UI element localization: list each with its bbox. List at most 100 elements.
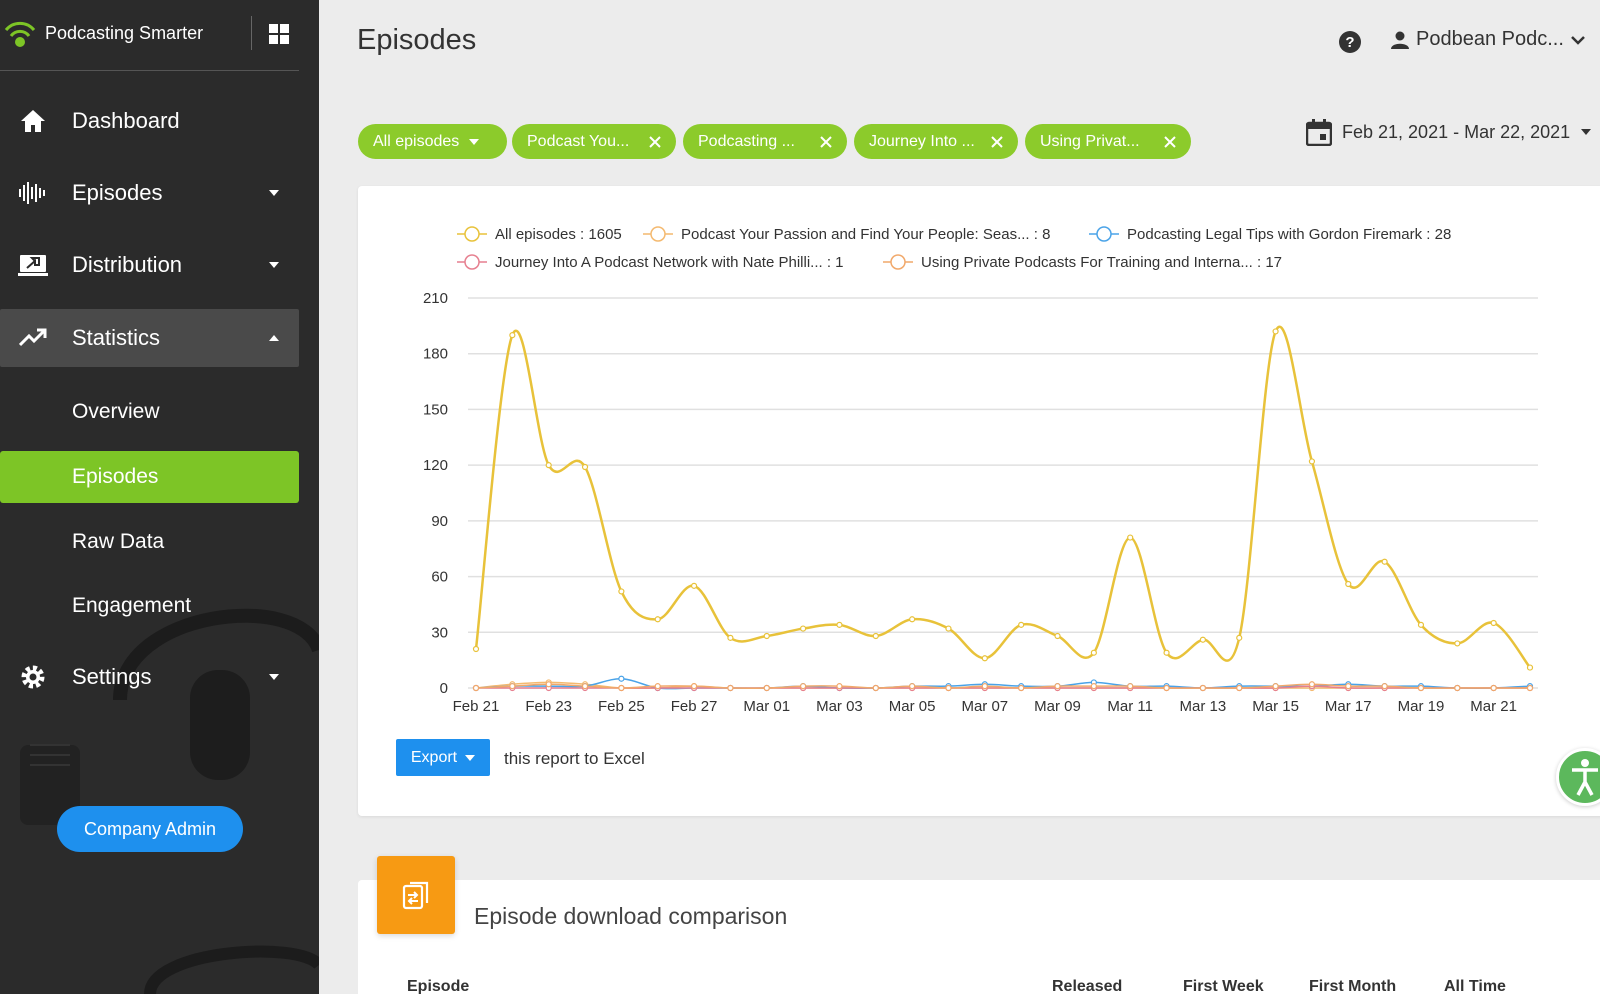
data-point — [1054, 632, 1061, 640]
filter-chip-label: Podcasting ... — [698, 132, 795, 150]
y-tick-label: 180 — [423, 346, 448, 363]
data-point — [690, 582, 698, 589]
sidebar-item-statistics[interactable]: Statistics — [0, 309, 299, 367]
export-button[interactable]: Export — [396, 739, 490, 776]
x-tick-label: Feb 23 — [525, 698, 572, 715]
page-title: Episodes — [357, 24, 477, 56]
data-point — [1272, 328, 1279, 335]
data-point — [836, 683, 843, 690]
sidebar-subitem-label: Engagement — [72, 594, 192, 617]
data-point — [1526, 684, 1534, 692]
calendar-icon — [1306, 119, 1332, 146]
data-point — [1163, 684, 1170, 692]
user-menu[interactable]: Podbean Podc... — [1390, 28, 1586, 51]
sidebar-subitem-episodes[interactable]: Episodes — [0, 451, 299, 503]
chevron-up-icon — [269, 335, 279, 341]
data-point — [763, 632, 770, 640]
y-tick-label: 0 — [440, 680, 448, 697]
sidebar-item-episodes[interactable]: Episodes — [0, 164, 299, 222]
x-tick-label: Mar 21 — [1470, 698, 1517, 715]
data-point — [581, 463, 589, 471]
brand-name: Podcasting Smarter — [45, 23, 204, 43]
legend-marker[interactable] — [890, 254, 906, 270]
filter-chip-label: Using Privat... — [1040, 132, 1140, 150]
legend-label[interactable]: Podcast Your Passion and Find Your Peopl… — [681, 226, 1050, 243]
filter-chip-episode[interactable]: Using Privat... — [1025, 124, 1191, 159]
data-point — [1018, 684, 1025, 692]
legend-marker[interactable] — [1096, 226, 1112, 242]
app-grid-icon[interactable] — [269, 24, 289, 44]
legend-label[interactable]: Using Private Podcasts For Training and … — [921, 254, 1282, 271]
data-point — [1308, 681, 1316, 688]
comparison-card — [358, 880, 1600, 994]
x-tick-label: Mar 17 — [1325, 698, 1372, 715]
chevron-down-icon — [465, 755, 476, 761]
filter-chip-label: All episodes — [373, 132, 460, 150]
data-point — [763, 684, 770, 692]
y-tick-label: 210 — [423, 290, 448, 307]
close-icon[interactable] — [649, 135, 661, 148]
chevron-down-icon — [269, 674, 279, 680]
x-tick-label: Mar 09 — [1034, 698, 1081, 715]
series-line — [474, 325, 1531, 669]
date-range-picker[interactable]: Feb 21, 2021 - Mar 22, 2021 — [1306, 118, 1592, 146]
close-icon[interactable] — [1164, 135, 1176, 148]
data-point — [1236, 684, 1243, 692]
brand-divider — [251, 16, 252, 50]
company-admin-button[interactable]: Company Admin — [57, 806, 243, 852]
filter-chip-episode[interactable]: Podcast You... — [512, 124, 676, 159]
sidebar-item-settings[interactable]: Settings — [0, 648, 299, 706]
sidebar-item-dashboard[interactable]: Dashboard — [0, 92, 299, 150]
column-header-all-time[interactable]: All Time — [1444, 978, 1506, 994]
close-icon[interactable] — [991, 135, 1003, 148]
sidebar-subitem-raw-data[interactable]: Raw Data — [0, 516, 299, 568]
filter-chip-all-episodes[interactable]: All episodes — [358, 124, 507, 159]
legend-label[interactable]: Journey Into A Podcast Network with Nate… — [495, 254, 844, 271]
data-point — [872, 684, 879, 692]
data-point — [1381, 558, 1388, 565]
comparison-title: Episode download comparison — [474, 903, 788, 929]
accessibility-icon[interactable] — [1556, 748, 1600, 806]
chart-card: 0 30 60 90 120 150 180 210 Feb 21 Feb 23 Feb 25 Feb… — [358, 186, 1600, 816]
sidebar-subitem-overview[interactable]: Overview — [0, 386, 299, 438]
column-header-episode[interactable]: Episode — [407, 978, 470, 994]
chevron-down-icon — [469, 138, 480, 145]
data-point — [1018, 621, 1025, 628]
data-point — [1345, 683, 1352, 690]
data-point — [1090, 683, 1097, 690]
sidebar-subitem-engagement[interactable]: Engagement — [0, 580, 299, 632]
filter-chip-episode[interactable]: Journey Into ... — [854, 124, 1018, 159]
compare-icon — [377, 856, 455, 934]
y-tick-label: 90 — [431, 513, 448, 530]
sidebar-subitem-label: Episodes — [72, 465, 159, 488]
legend-marker[interactable] — [464, 226, 480, 242]
trending-up-icon — [18, 323, 48, 353]
legend-marker[interactable] — [464, 254, 480, 270]
filter-chip-episode[interactable]: Podcasting ... — [683, 124, 847, 159]
sidebar-item-label: Dashboard — [72, 108, 180, 133]
legend-marker[interactable] — [650, 226, 666, 242]
column-header-released[interactable]: Released — [1052, 978, 1123, 994]
x-tick-label: Mar 07 — [961, 698, 1008, 715]
legend-label[interactable]: All episodes : 1605 — [495, 226, 622, 243]
legend-label[interactable]: Podcasting Legal Tips with Gordon Firema… — [1127, 226, 1451, 243]
sidebar-item-label: Distribution — [72, 252, 183, 277]
data-point — [1127, 534, 1134, 541]
data-point — [545, 462, 552, 469]
downloads-line-chart: 0 30 60 90 120 150 180 210 Feb 21 Feb 23 Feb 25 Feb… — [423, 226, 1538, 715]
data-point — [909, 616, 916, 623]
data-point — [727, 684, 734, 692]
sidebar-item-label: Statistics — [72, 325, 161, 350]
data-point — [945, 684, 952, 692]
data-point — [800, 683, 807, 690]
help-icon[interactable]: ? — [1338, 30, 1362, 54]
sidebar-item-distribution[interactable]: Distribution — [0, 236, 299, 294]
data-point — [1054, 683, 1061, 690]
column-header-first-week[interactable]: First Week — [1183, 978, 1264, 994]
column-header-first-month[interactable]: First Month — [1309, 978, 1397, 994]
data-point — [981, 683, 988, 690]
distribution-icon — [18, 250, 48, 280]
close-icon[interactable] — [820, 135, 832, 148]
data-point — [618, 588, 625, 595]
data-point — [1272, 683, 1279, 690]
